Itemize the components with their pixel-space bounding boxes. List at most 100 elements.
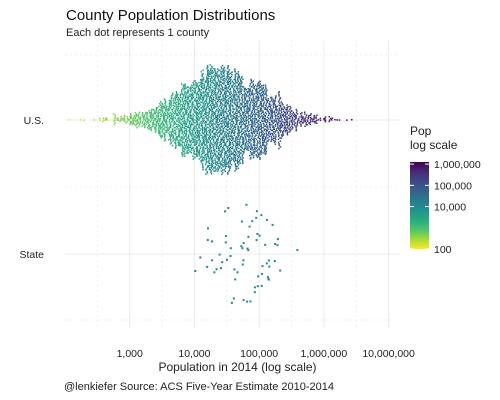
data-point xyxy=(188,102,190,105)
data-point xyxy=(161,122,164,124)
data-point xyxy=(240,92,243,94)
data-point xyxy=(278,117,281,120)
data-point xyxy=(255,97,257,99)
data-point xyxy=(205,160,208,163)
data-point xyxy=(296,122,298,124)
data-point xyxy=(250,119,252,121)
data-point xyxy=(117,117,119,120)
data-point xyxy=(208,71,211,73)
data-point xyxy=(130,122,133,124)
data-point xyxy=(259,143,261,145)
data-point xyxy=(184,155,186,157)
data-point xyxy=(234,94,236,96)
data-point xyxy=(203,84,205,87)
data-point xyxy=(292,111,295,114)
data-point xyxy=(177,99,180,102)
data-point xyxy=(157,131,160,133)
data-point xyxy=(194,89,196,91)
data-point xyxy=(212,165,214,167)
data-point xyxy=(291,119,294,121)
data-point xyxy=(238,116,240,118)
data-point xyxy=(311,120,314,123)
data-point xyxy=(234,95,236,97)
data-point xyxy=(257,128,259,130)
data-point xyxy=(163,105,166,108)
data-point xyxy=(231,80,234,82)
data-point xyxy=(229,105,232,108)
data-point xyxy=(263,152,265,154)
data-point xyxy=(164,134,166,136)
data-point xyxy=(202,77,205,79)
data-point xyxy=(173,132,175,135)
data-point xyxy=(258,84,260,87)
data-point xyxy=(184,100,186,102)
data-point xyxy=(300,123,302,126)
data-point xyxy=(213,107,216,109)
data-point xyxy=(234,71,236,73)
data-point xyxy=(256,149,259,151)
data-point xyxy=(221,173,223,176)
data-point xyxy=(249,105,251,108)
data-point xyxy=(207,66,209,68)
data-point xyxy=(277,131,279,133)
data-point xyxy=(202,95,204,97)
data-point xyxy=(186,96,188,99)
data-point xyxy=(278,120,280,122)
data-point xyxy=(207,103,209,105)
data-point xyxy=(190,122,193,124)
data-point xyxy=(255,95,257,97)
data-point xyxy=(241,135,243,138)
data-point xyxy=(222,69,224,72)
data-point xyxy=(302,116,304,118)
data-point xyxy=(239,114,241,117)
data-point xyxy=(253,138,255,140)
data-point xyxy=(149,111,151,114)
data-point xyxy=(180,129,182,132)
data-point xyxy=(168,109,170,111)
data-point xyxy=(207,227,209,230)
data-point xyxy=(267,110,270,112)
data-point xyxy=(239,99,241,101)
data-point xyxy=(217,146,219,148)
data-point xyxy=(195,101,198,103)
data-point xyxy=(196,123,199,126)
data-point xyxy=(219,122,222,124)
data-point xyxy=(149,117,152,119)
data-point xyxy=(183,107,186,109)
data-point xyxy=(227,126,230,128)
data-point xyxy=(176,114,178,117)
data-point xyxy=(238,77,240,79)
data-point xyxy=(188,138,191,141)
data-point xyxy=(276,105,278,107)
data-point xyxy=(224,96,226,99)
data-point xyxy=(254,144,256,147)
data-point xyxy=(253,141,255,144)
data-point xyxy=(174,99,177,101)
axes: 1,000 10,000 100,000 1,000,000 10,000,000Pop… xyxy=(19,115,415,374)
data-point xyxy=(203,110,205,112)
data-point xyxy=(114,117,116,120)
data-point xyxy=(226,150,228,153)
data-point xyxy=(208,89,210,91)
data-point xyxy=(209,84,212,87)
data-point xyxy=(106,117,108,120)
data-point xyxy=(195,137,198,139)
data-point xyxy=(216,94,218,96)
data-point xyxy=(218,157,221,159)
data-point xyxy=(216,72,218,75)
data-point xyxy=(256,93,259,96)
data-point xyxy=(205,109,207,111)
data-point xyxy=(206,139,208,141)
data-point xyxy=(286,108,288,111)
data-point xyxy=(273,128,276,130)
data-point xyxy=(229,91,232,93)
data-point xyxy=(181,136,183,138)
data-point xyxy=(230,78,232,81)
data-point xyxy=(207,119,209,121)
data-point xyxy=(276,122,278,124)
data-point xyxy=(238,110,240,112)
data-point xyxy=(280,113,282,115)
data-point xyxy=(257,126,259,129)
data-point xyxy=(302,117,304,120)
data-point xyxy=(275,96,277,98)
